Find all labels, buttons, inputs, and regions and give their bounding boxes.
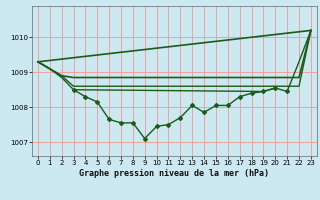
X-axis label: Graphe pression niveau de la mer (hPa): Graphe pression niveau de la mer (hPa) bbox=[79, 169, 269, 178]
